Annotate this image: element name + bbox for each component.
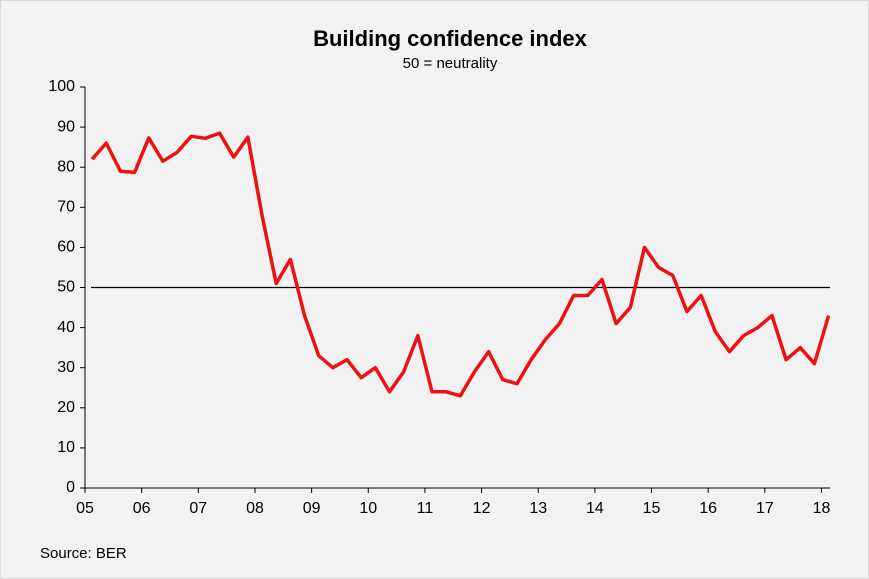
y-tick-label: 60 — [57, 239, 75, 256]
x-tick-label: 15 — [643, 500, 661, 517]
y-tick-label: 40 — [57, 319, 75, 336]
y-tick-label: 90 — [57, 118, 75, 135]
x-tick-label: 18 — [813, 500, 831, 517]
source-note: Source: BER — [40, 545, 127, 562]
data-line — [90, 131, 831, 398]
x-tick-label: 13 — [529, 500, 547, 517]
x-tick-label: 07 — [189, 500, 207, 517]
y-tick-label: 0 — [66, 479, 75, 496]
y-tick-label: 100 — [48, 78, 75, 95]
y-tick-label: 70 — [57, 199, 75, 216]
x-tick-label: 08 — [246, 500, 264, 517]
x-tick-label: 05 — [76, 500, 94, 517]
x-tick-label: 09 — [303, 500, 321, 517]
x-tick-label: 11 — [417, 500, 434, 517]
y-tick-label: 20 — [57, 399, 75, 416]
x-tick-label: 12 — [473, 500, 491, 517]
x-tick-label: 14 — [586, 500, 604, 517]
y-tick-label: 80 — [57, 158, 75, 175]
y-tick-label: 50 — [57, 279, 75, 296]
x-tick-label: 06 — [133, 500, 151, 517]
x-tick-label: 10 — [359, 500, 377, 517]
chart-title: Building confidence index — [313, 26, 588, 51]
y-tick-label: 30 — [57, 359, 75, 376]
x-tick-label: 17 — [756, 500, 774, 517]
x-tick-label: 16 — [699, 500, 717, 517]
y-tick-label: 10 — [57, 439, 75, 456]
chart-subtitle: 50 = neutrality — [403, 55, 498, 72]
